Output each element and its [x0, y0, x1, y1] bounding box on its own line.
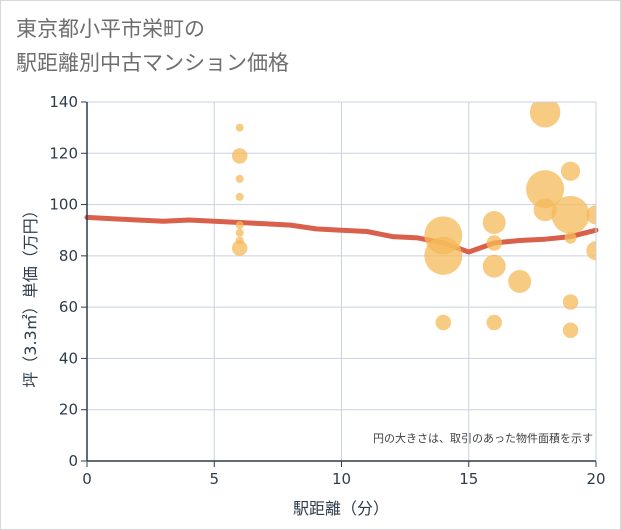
y-tick-label: 0 — [68, 452, 78, 470]
bubble-point — [235, 192, 244, 201]
x-tick-label: 10 — [332, 470, 351, 488]
y-tick-label: 20 — [59, 401, 78, 419]
y-tick-label: 100 — [49, 196, 78, 214]
tick-labels: 0 20 40 60 80 100 120 140 0 5 10 15 20 — [49, 93, 605, 488]
bubble-point — [235, 123, 244, 132]
bubble-point — [560, 161, 581, 181]
bubble-point — [235, 228, 244, 237]
bubble-point — [482, 254, 506, 278]
bubble-point — [562, 322, 579, 338]
x-tick-label: 15 — [459, 470, 478, 488]
average-line-layer — [84, 214, 599, 255]
bubble-point — [551, 195, 590, 234]
bubble-point — [533, 198, 557, 222]
bubble-point — [486, 235, 502, 251]
bubble-point — [435, 314, 452, 331]
bubble-point — [486, 314, 502, 331]
bubble-point — [529, 102, 561, 128]
x-axis-label: 駅距離（分） — [293, 499, 389, 518]
bubble-point — [586, 205, 596, 225]
y-tick-label: 120 — [49, 144, 78, 162]
y-tick-label: 40 — [59, 349, 78, 367]
x-tick-label: 20 — [586, 470, 605, 488]
bubble-point — [586, 241, 596, 261]
chart-title: 東京都小平市栄町の 駅距離別中古マンション価格 — [16, 12, 289, 80]
bubble-layer — [231, 102, 596, 338]
axis-layer — [81, 101, 597, 467]
bubble-point — [482, 211, 506, 235]
x-tick-label: 0 — [82, 470, 92, 488]
chart-title-line-2: 駅距離別中古マンション価格 — [16, 51, 289, 75]
bubble-point — [231, 148, 248, 164]
y-tick-label: 80 — [59, 247, 78, 265]
bubble-point — [235, 174, 244, 183]
average-price-line — [84, 214, 599, 255]
chart-title-line-1: 東京都小平市栄町の — [16, 17, 205, 41]
bubble-point — [562, 294, 579, 310]
y-axis-label: 坪（3.3㎡）単価（万円） — [21, 202, 40, 387]
bubble-point — [508, 270, 532, 293]
bubble-point — [564, 232, 577, 244]
bubble-size-note: 円の大きさは、取引のあった物件面積を示す — [373, 431, 593, 445]
x-tick-label: 5 — [209, 470, 219, 488]
bubble-point — [424, 236, 463, 275]
y-tick-label: 60 — [59, 298, 78, 316]
y-tick-label: 140 — [49, 93, 78, 111]
bubble-point — [526, 170, 565, 209]
bubble-point — [235, 221, 244, 230]
bubble-point — [231, 240, 248, 256]
